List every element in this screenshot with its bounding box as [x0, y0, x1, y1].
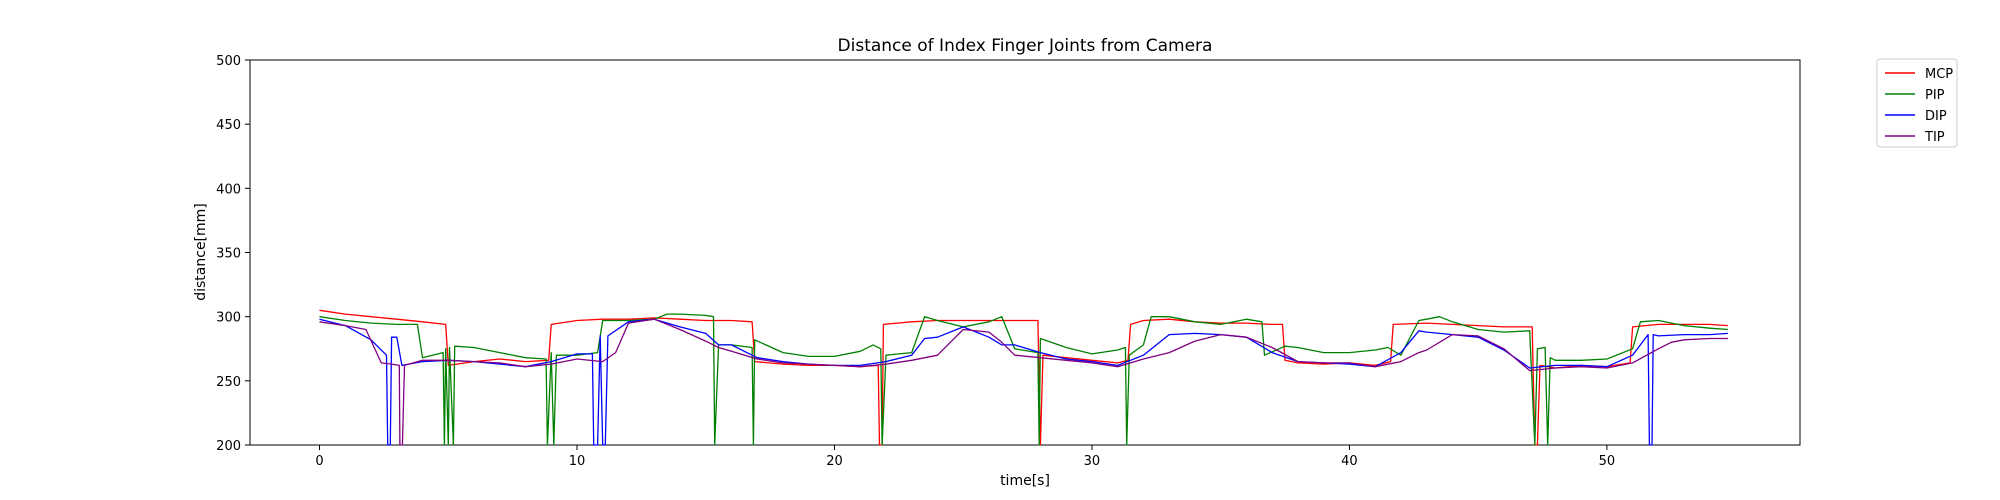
series-layer: [319, 309, 1728, 446]
series-line-dip: [319, 318, 1728, 446]
legend-label-pip: PIP: [1925, 88, 1945, 103]
x-axis: 0 10 20 30 40 50: [315, 445, 1615, 469]
legend-label-dip: DIP: [1925, 109, 1947, 124]
y-tick-label: 300: [216, 311, 241, 326]
y-tick-label: 350: [216, 247, 241, 262]
series-line-tip: [319, 318, 1728, 446]
x-tick-label: 30: [1084, 454, 1101, 469]
x-tick-label: 50: [1599, 454, 1616, 469]
x-tick-label: 40: [1341, 454, 1358, 469]
plot-area: [249, 59, 1801, 446]
chart-title: Distance of Index Finger Joints from Cam…: [838, 36, 1213, 56]
y-tick-label: 250: [216, 375, 241, 390]
y-axis-label: distance[mm]: [193, 203, 209, 301]
y-tick-label: 400: [216, 182, 241, 197]
x-axis-label: time[s]: [1000, 473, 1050, 489]
x-tick-label: 0: [315, 454, 323, 469]
y-tick-label: 500: [216, 54, 241, 69]
legend: MCP PIP DIP TIP: [1876, 58, 1958, 148]
legend-label-tip: TIP: [1924, 130, 1945, 145]
x-tick-label: 10: [569, 454, 586, 469]
legend-frame: [1876, 58, 1958, 148]
y-tick-label: 450: [216, 118, 241, 133]
x-tick-label: 20: [826, 454, 843, 469]
series-line-mcp: [319, 309, 1728, 446]
plot-frame: [249, 59, 1801, 446]
series-line-pip: [319, 313, 1728, 446]
y-axis: 200 250 300 350 400 450 500: [216, 54, 250, 454]
y-tick-label: 200: [216, 439, 241, 454]
legend-label-mcp: MCP: [1925, 67, 1953, 82]
